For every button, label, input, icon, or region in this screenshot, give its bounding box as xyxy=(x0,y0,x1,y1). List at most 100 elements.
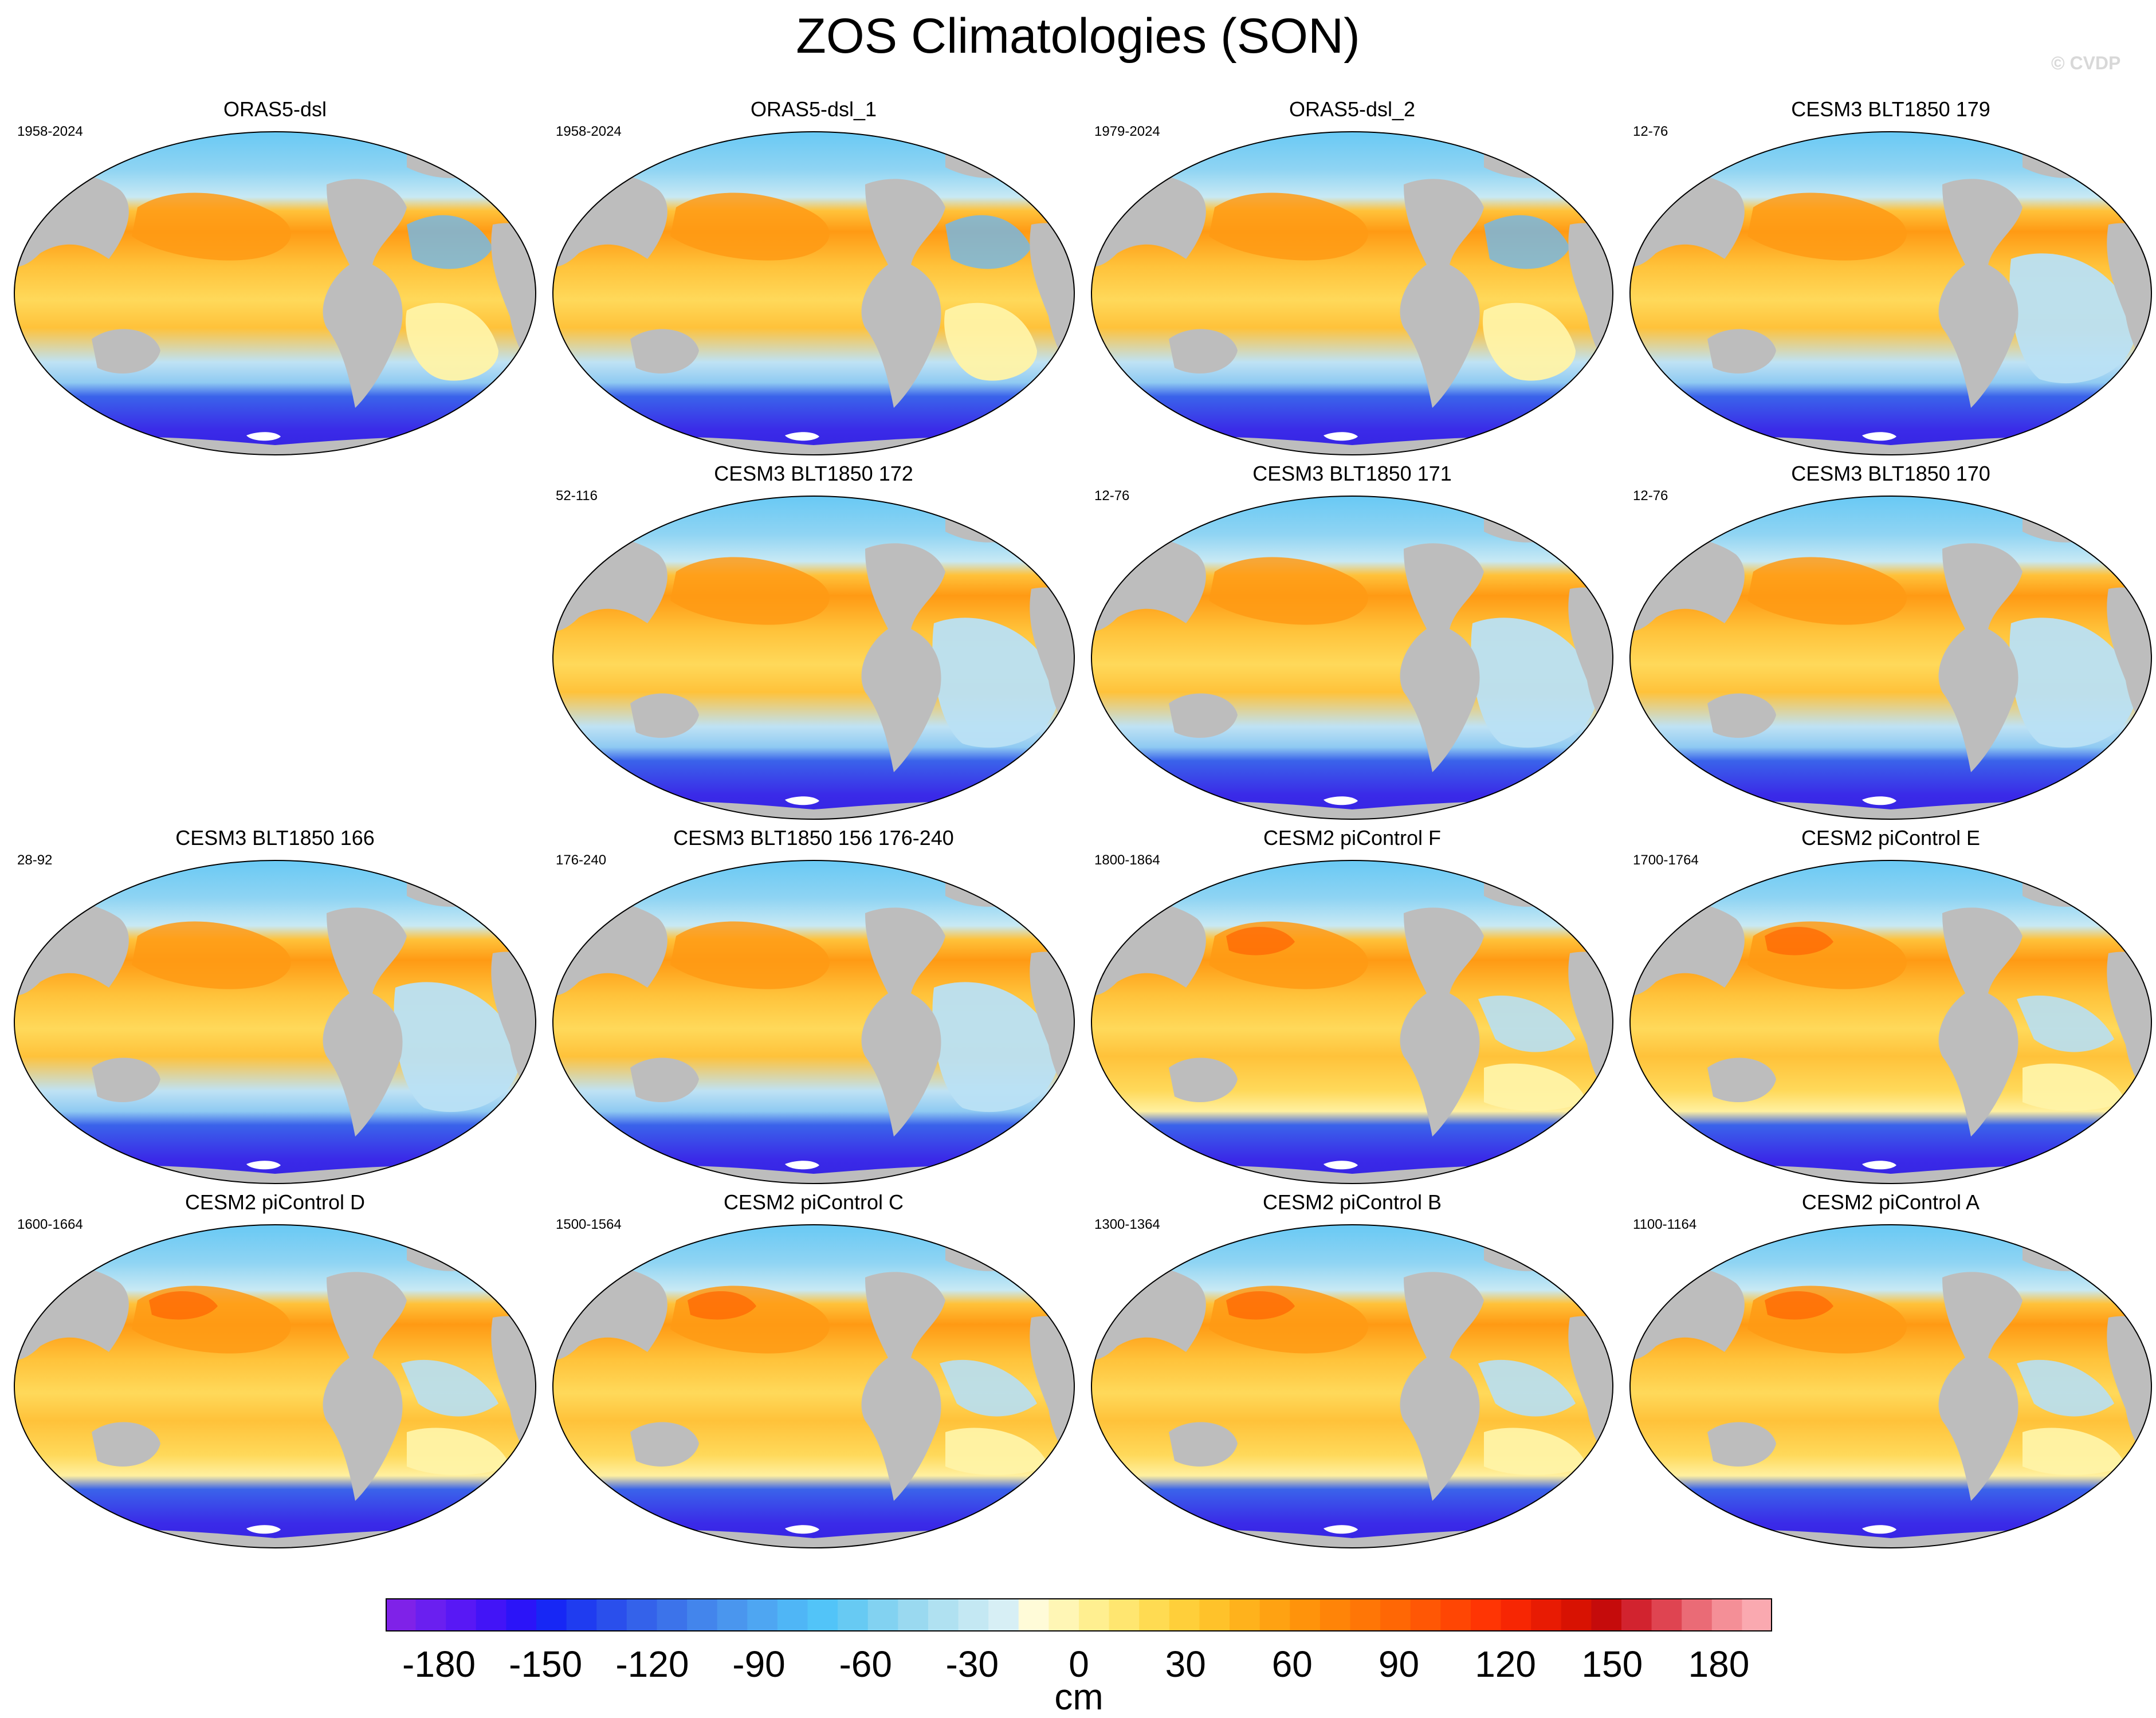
colorbar-box xyxy=(1410,1598,1441,1631)
south-atlantic-warm xyxy=(2023,1063,2126,1111)
land-america xyxy=(861,1272,945,1501)
land-australia xyxy=(92,329,160,374)
colorbar-box xyxy=(1109,1598,1140,1631)
colorbar-box xyxy=(747,1598,778,1631)
map-border xyxy=(1629,131,2152,455)
colorbar-box xyxy=(867,1598,898,1631)
map-panel-svg xyxy=(1091,860,1613,1184)
south-atlantic xyxy=(932,618,1060,748)
colorbar-box xyxy=(1290,1598,1321,1631)
colorbar-box xyxy=(988,1598,1019,1631)
panel-title: ORAS5-dsl_2 xyxy=(1289,97,1416,121)
antarctic-white xyxy=(1324,1161,1358,1170)
colorbar-units: cm xyxy=(1054,1676,1103,1717)
panel-title: ORAS5-dsl xyxy=(223,97,327,121)
land-america xyxy=(1400,179,1484,408)
antarctic-white xyxy=(1862,1161,1896,1170)
panel-title: CESM2 piControl D xyxy=(184,1190,366,1214)
colorbar-box xyxy=(1621,1598,1652,1631)
land-australia xyxy=(630,329,699,374)
colorbar-box xyxy=(1591,1598,1622,1631)
map-panel: CESM3 BLT1850 170 12-76 xyxy=(1621,462,2156,828)
south-atlantic-warm xyxy=(407,1428,510,1475)
colorbar-tick-label: 120 xyxy=(1475,1644,1536,1685)
colorbar-box xyxy=(626,1598,658,1631)
panel-period: 1300-1364 xyxy=(1094,1217,1160,1232)
colorbar-box xyxy=(415,1598,446,1631)
panel-period: 12-76 xyxy=(1094,488,1130,504)
land-australia xyxy=(92,1422,160,1467)
pacific-core-red xyxy=(1765,1291,1833,1320)
panel-title: CESM3 BLT1850 171 xyxy=(1252,462,1452,485)
land-america xyxy=(1938,1272,2023,1501)
land-america xyxy=(1400,907,1484,1137)
land-australia xyxy=(1169,693,1238,738)
map-border xyxy=(552,496,1075,820)
colorbar-box xyxy=(928,1598,959,1631)
south-atlantic xyxy=(406,302,498,381)
south-atlantic-warm xyxy=(945,1428,1048,1475)
antarctic-white xyxy=(785,1525,819,1534)
map-panel-svg xyxy=(1629,131,2152,455)
panel-period: 1958-2024 xyxy=(556,124,622,139)
pacific-core-red xyxy=(1765,926,1833,956)
land-america xyxy=(1400,1272,1484,1501)
south-atlantic xyxy=(2017,995,2114,1052)
south-atlantic xyxy=(1471,618,1599,748)
south-atlantic xyxy=(1483,302,1576,381)
map-panel-svg xyxy=(552,131,1075,455)
colorbar-box xyxy=(1199,1598,1230,1631)
colorbar-box xyxy=(1350,1598,1381,1631)
colorbar-tick-label: 150 xyxy=(1581,1644,1643,1685)
colorbar-box xyxy=(566,1598,597,1631)
map-panel-svg xyxy=(1629,860,2152,1184)
colorbar-tick-label: 60 xyxy=(1271,1644,1313,1685)
cvdp-watermark: © CVDP xyxy=(2051,53,2121,73)
panel-title: CESM2 piControl A xyxy=(1801,1190,1980,1214)
antarctic-white xyxy=(1324,796,1358,805)
colorbar-tick-label: -30 xyxy=(945,1644,999,1685)
antarctic-white xyxy=(1324,1525,1358,1534)
colorbar-box xyxy=(657,1598,688,1631)
map-panel: CESM2 piControl F 1800-1864 xyxy=(1083,826,1621,1193)
colorbar-tick-label: 180 xyxy=(1688,1644,1750,1685)
north-atlantic xyxy=(1484,215,1570,269)
map-panel: ORAS5-dsl_2 1979-2024 xyxy=(1083,97,1621,464)
land-america xyxy=(1938,907,2023,1137)
antarctic-white xyxy=(246,1161,281,1170)
colorbar-frame xyxy=(386,1598,1772,1631)
pacific-core xyxy=(1209,557,1368,625)
south-atlantic xyxy=(401,1359,498,1417)
colorbar-box xyxy=(476,1598,507,1631)
map-panel-svg xyxy=(1629,1224,2152,1548)
map-border xyxy=(552,1224,1075,1548)
map-panel-svg xyxy=(552,860,1075,1184)
panel-title: CESM3 BLT1850 179 xyxy=(1791,97,1990,121)
colorbar-box xyxy=(1651,1598,1682,1631)
antarctic-white xyxy=(1324,432,1358,441)
map-border xyxy=(1091,860,1613,1184)
figure-title: ZOS Climatologies (SON) xyxy=(796,9,1360,64)
map-panel-svg xyxy=(552,1224,1075,1548)
colorbar-box xyxy=(386,1598,417,1631)
panel-period: 1800-1864 xyxy=(1094,852,1160,868)
map-panel: CESM2 piControl E 1700-1764 xyxy=(1621,826,2156,1193)
land-america xyxy=(323,1272,407,1501)
map-panel-svg xyxy=(14,1224,536,1548)
panel-title: ORAS5-dsl_1 xyxy=(750,97,877,121)
panel-period: 176-240 xyxy=(556,852,607,868)
land-america xyxy=(323,179,407,408)
map-panel: CESM3 BLT1850 166 28-92 xyxy=(6,826,544,1193)
colorbar: -180 -150 -120 -90 -60 -30 0 30 60 90 120 150 180 cm xyxy=(386,1598,1772,1717)
colorbar-tick-label: -90 xyxy=(732,1644,786,1685)
pacific-core xyxy=(670,557,830,625)
colorbar-box xyxy=(1561,1598,1592,1631)
colorbar-box xyxy=(1230,1598,1260,1631)
panel-period: 1958-2024 xyxy=(17,124,83,139)
panel-period: 1600-1664 xyxy=(17,1217,83,1232)
colorbar-box xyxy=(1169,1598,1200,1631)
south-atlantic-warm xyxy=(1484,1428,1587,1475)
map-border xyxy=(1629,860,2152,1184)
land-america xyxy=(1938,179,2023,408)
colorbar-box xyxy=(1139,1598,1170,1631)
